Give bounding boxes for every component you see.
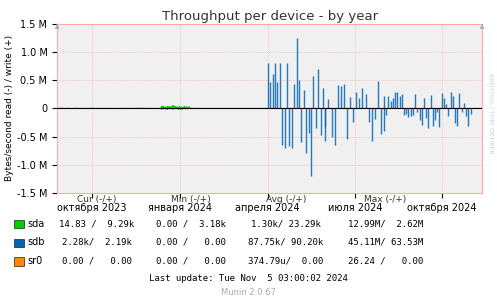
Text: Max (-/+): Max (-/+) bbox=[364, 195, 407, 204]
Text: Cur (-/+): Cur (-/+) bbox=[77, 195, 117, 204]
Text: Avg (-/+): Avg (-/+) bbox=[265, 195, 306, 204]
Y-axis label: Bytes/second read (-) / write (+): Bytes/second read (-) / write (+) bbox=[5, 35, 14, 181]
Text: 0.00 /   0.00: 0.00 / 0.00 bbox=[157, 257, 226, 266]
Text: Last update: Tue Nov  5 03:00:02 2024: Last update: Tue Nov 5 03:00:02 2024 bbox=[149, 274, 348, 283]
Text: Min (-/+): Min (-/+) bbox=[171, 195, 211, 204]
Text: 45.11M/ 63.53M: 45.11M/ 63.53M bbox=[347, 238, 423, 247]
Text: 0.00 /   0.00: 0.00 / 0.00 bbox=[157, 238, 226, 247]
Text: 12.99M/  2.62M: 12.99M/ 2.62M bbox=[347, 219, 423, 228]
Text: Munin 2.0.67: Munin 2.0.67 bbox=[221, 288, 276, 297]
Text: 87.75k/ 90.20k: 87.75k/ 90.20k bbox=[248, 238, 324, 247]
Text: sr0: sr0 bbox=[28, 256, 43, 266]
Text: RRDTOOL / TOBI OETIKER: RRDTOOL / TOBI OETIKER bbox=[488, 73, 493, 154]
Text: sdb: sdb bbox=[28, 237, 45, 248]
Text: 374.79u/  0.00: 374.79u/ 0.00 bbox=[248, 257, 324, 266]
Title: Throughput per device - by year: Throughput per device - by year bbox=[162, 10, 378, 23]
Text: 2.28k/  2.19k: 2.28k/ 2.19k bbox=[62, 238, 132, 247]
Text: sda: sda bbox=[28, 219, 45, 229]
Text: 1.30k/ 23.29k: 1.30k/ 23.29k bbox=[251, 219, 321, 228]
Text: 0.00 /   0.00: 0.00 / 0.00 bbox=[62, 257, 132, 266]
Text: 0.00 /  3.18k: 0.00 / 3.18k bbox=[157, 219, 226, 228]
Text: 14.83 /  9.29k: 14.83 / 9.29k bbox=[59, 219, 135, 228]
Text: 26.24 /   0.00: 26.24 / 0.00 bbox=[347, 257, 423, 266]
